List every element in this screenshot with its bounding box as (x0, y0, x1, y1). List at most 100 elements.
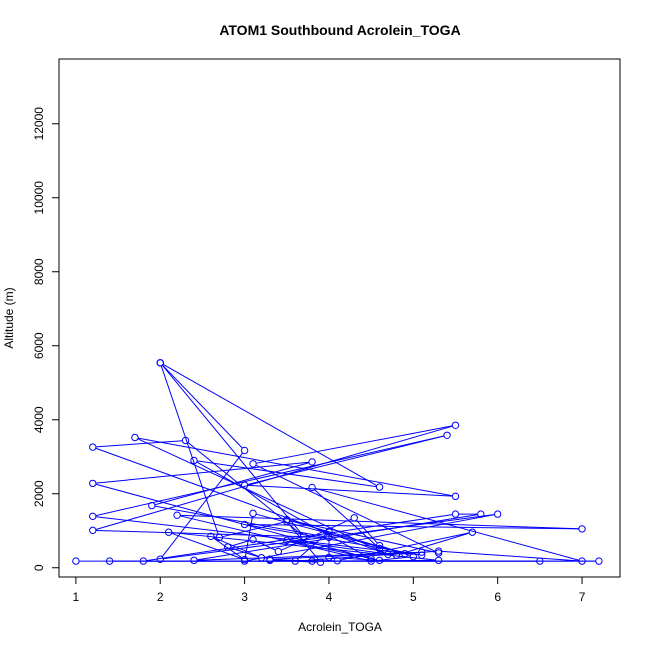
data-point (451, 421, 460, 429)
series-segment (256, 425, 453, 464)
data-point (308, 557, 316, 565)
data-point (181, 436, 190, 445)
data-point (308, 458, 316, 466)
data-point (375, 544, 384, 553)
series-segment (374, 556, 411, 562)
series-points (72, 359, 603, 566)
data-point (240, 557, 249, 565)
x-tick-label: 1 (73, 590, 80, 604)
data-point (240, 481, 249, 489)
data-point (240, 446, 249, 455)
data-point (375, 483, 384, 491)
data-point (72, 557, 80, 565)
data-point (493, 510, 502, 518)
series-segment (314, 489, 378, 547)
data-point (434, 556, 443, 565)
data-point (401, 549, 409, 558)
series-segment (95, 425, 453, 530)
data-point (367, 555, 375, 563)
data-point (283, 517, 291, 526)
data-point (299, 532, 308, 540)
series-segment (315, 487, 580, 561)
y-tick-label: 12000 (32, 107, 46, 141)
data-point (249, 535, 257, 544)
y-tick-label: 6000 (32, 332, 46, 359)
series-segment (222, 521, 284, 538)
y-axis-label: Altitude (m) (2, 287, 16, 348)
series-segment (247, 524, 579, 530)
data-point (595, 557, 603, 565)
y-tick-label: 2000 (32, 480, 46, 507)
data-point (578, 557, 586, 565)
data-point (375, 556, 384, 565)
series-segment (441, 550, 579, 562)
data-point (536, 557, 544, 565)
series-segment (289, 519, 436, 553)
data-point (325, 527, 333, 536)
data-point (89, 479, 97, 488)
series-segment (247, 514, 495, 561)
data-point (89, 443, 97, 451)
series-segment (244, 516, 253, 559)
series-segment (196, 461, 369, 558)
data-point (207, 532, 215, 540)
data-point (451, 492, 460, 501)
data-point (89, 512, 97, 521)
x-tick-label: 2 (157, 590, 164, 604)
data-point (283, 536, 291, 545)
data-point (477, 510, 485, 518)
x-tick-label: 5 (410, 590, 417, 604)
y-tick-label: 0 (32, 564, 46, 571)
y-tick-label: 10000 (32, 181, 46, 215)
series-lines (79, 363, 596, 563)
data-point (384, 550, 392, 559)
chart-title: ATOM1 Southbound Acrolein_TOGA (219, 22, 460, 38)
data-point (240, 520, 249, 529)
series-segment (230, 540, 251, 547)
data-point (333, 557, 342, 565)
series-segment (213, 537, 243, 559)
y-tick-label: 8000 (32, 258, 46, 285)
x-axis: 1 2 3 4 5 6 7 (73, 576, 586, 604)
series-segment (137, 438, 386, 554)
data-point (375, 541, 384, 550)
series-segment (171, 532, 242, 559)
x-axis-label: Acrolein_TOGA (298, 620, 382, 634)
series-segment (288, 523, 319, 561)
plot-area (58, 58, 621, 578)
series-segment (95, 529, 326, 538)
series-segment (95, 447, 386, 554)
data-point (418, 548, 426, 556)
data-point (156, 555, 164, 563)
data-point (350, 514, 358, 522)
data-point (468, 528, 477, 536)
data-point (249, 460, 257, 468)
data-point (266, 556, 274, 565)
data-point (190, 556, 198, 565)
series-segment (297, 533, 327, 560)
data-point (434, 547, 443, 555)
series-segment (399, 532, 470, 555)
data-point (139, 557, 148, 565)
data-point (224, 543, 232, 551)
data-point (291, 557, 299, 565)
series-segment (213, 537, 259, 557)
series-segment (161, 364, 302, 535)
data-point (131, 433, 139, 442)
data-point (418, 551, 426, 559)
series-segment (162, 364, 243, 449)
y-axis: 0 2000 4000 6000 8000 10000 12000 (32, 107, 60, 571)
x-tick-label: 7 (579, 590, 586, 604)
series-segment (95, 483, 369, 559)
x-tick-label: 6 (494, 590, 501, 604)
data-point (105, 557, 114, 565)
data-point (257, 554, 266, 562)
data-point (308, 483, 316, 492)
data-point (215, 533, 223, 542)
series-segment (95, 461, 309, 484)
data-point (190, 456, 198, 465)
data-point (443, 431, 451, 439)
data-point (240, 555, 249, 564)
series-segment (154, 505, 326, 538)
